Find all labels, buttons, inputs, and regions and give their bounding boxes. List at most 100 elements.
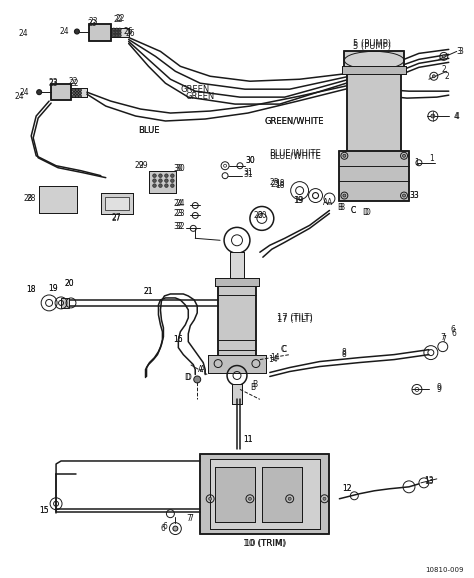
- Bar: [218, 282, 256, 357]
- Text: 14: 14: [270, 353, 280, 362]
- Text: 6: 6: [163, 522, 168, 531]
- Circle shape: [115, 34, 118, 37]
- Text: 6: 6: [450, 325, 455, 334]
- Text: 18: 18: [275, 179, 284, 188]
- Bar: [71, 88, 87, 97]
- Text: B: B: [337, 203, 342, 212]
- Text: A: A: [327, 198, 332, 207]
- Text: D: D: [184, 373, 190, 382]
- Text: 13: 13: [424, 476, 434, 486]
- Bar: [262, 467, 301, 521]
- Bar: [51, 84, 71, 100]
- Text: 19: 19: [48, 283, 58, 292]
- Circle shape: [343, 154, 346, 157]
- Text: C: C: [282, 345, 287, 354]
- Text: 19: 19: [293, 196, 302, 205]
- Text: 18: 18: [27, 286, 36, 295]
- Bar: [345, 51, 404, 69]
- Text: 5 (PUMP): 5 (PUMP): [353, 42, 391, 51]
- Text: GREEN: GREEN: [186, 92, 215, 101]
- Text: 24: 24: [59, 27, 69, 36]
- Text: 23: 23: [88, 17, 98, 26]
- Circle shape: [248, 497, 251, 500]
- Circle shape: [164, 174, 168, 177]
- Text: 9: 9: [437, 383, 441, 392]
- Circle shape: [194, 376, 201, 383]
- Text: BLUE: BLUE: [138, 127, 159, 135]
- Bar: [148, 171, 176, 192]
- Bar: [215, 467, 255, 521]
- Bar: [347, 69, 401, 169]
- Text: 7: 7: [188, 514, 193, 523]
- Circle shape: [75, 88, 78, 92]
- Circle shape: [115, 28, 118, 31]
- Bar: [148, 171, 176, 192]
- Text: B: B: [339, 203, 344, 212]
- Bar: [71, 88, 87, 97]
- Circle shape: [73, 95, 75, 98]
- Bar: [347, 69, 401, 169]
- Text: 2: 2: [445, 72, 449, 81]
- Text: BLUE: BLUE: [138, 127, 159, 135]
- Circle shape: [431, 114, 435, 118]
- Circle shape: [78, 88, 82, 92]
- Bar: [232, 384, 242, 405]
- Text: 9: 9: [437, 385, 441, 394]
- Text: 12: 12: [343, 484, 352, 493]
- Bar: [215, 278, 259, 286]
- Text: 26: 26: [124, 27, 134, 36]
- Text: GREEN/WHITE: GREEN/WHITE: [265, 117, 324, 125]
- Circle shape: [73, 88, 75, 92]
- Bar: [101, 192, 133, 214]
- Text: 21: 21: [144, 287, 153, 297]
- Bar: [111, 28, 128, 38]
- Text: 28: 28: [27, 194, 36, 203]
- Bar: [89, 24, 111, 42]
- Text: 24: 24: [176, 199, 185, 208]
- Text: 8: 8: [342, 350, 347, 359]
- Text: 17 (TILT): 17 (TILT): [277, 316, 312, 324]
- Bar: [200, 454, 329, 533]
- Text: 24: 24: [18, 29, 28, 38]
- Text: 31: 31: [243, 170, 253, 179]
- Circle shape: [402, 194, 405, 197]
- Text: 22: 22: [68, 77, 78, 86]
- Text: 20: 20: [64, 279, 74, 287]
- Text: 18: 18: [275, 181, 284, 190]
- Circle shape: [153, 184, 156, 187]
- Text: 30: 30: [245, 156, 255, 165]
- Text: A: A: [323, 198, 328, 207]
- Circle shape: [159, 179, 162, 183]
- Text: 15: 15: [39, 506, 49, 515]
- Text: 22: 22: [69, 79, 79, 88]
- Bar: [61, 298, 69, 308]
- Text: 23: 23: [87, 19, 97, 28]
- Text: 17 (TILT): 17 (TILT): [277, 313, 312, 323]
- Text: 4: 4: [453, 112, 458, 121]
- Text: 10810-009: 10810-009: [425, 568, 464, 573]
- Text: 33: 33: [409, 191, 419, 200]
- Text: 20: 20: [253, 211, 263, 220]
- Text: 22: 22: [116, 14, 126, 23]
- Circle shape: [75, 92, 78, 95]
- Text: 30: 30: [245, 156, 255, 165]
- Text: 10 (TRIM): 10 (TRIM): [245, 539, 285, 548]
- Text: 23: 23: [173, 209, 183, 218]
- Bar: [345, 51, 404, 69]
- Text: 33: 33: [409, 191, 419, 200]
- Text: 32: 32: [176, 222, 185, 231]
- Bar: [230, 252, 244, 282]
- Text: 20: 20: [64, 279, 74, 287]
- Text: 3: 3: [456, 47, 461, 56]
- Text: D: D: [365, 208, 370, 217]
- Bar: [200, 454, 329, 533]
- Text: 10 (TRIM): 10 (TRIM): [243, 539, 286, 548]
- Text: 28: 28: [24, 194, 33, 203]
- Circle shape: [78, 95, 82, 98]
- Text: 2: 2: [441, 65, 446, 74]
- Text: 6: 6: [161, 524, 166, 533]
- Bar: [215, 467, 255, 521]
- Bar: [39, 186, 77, 213]
- Text: 20: 20: [257, 211, 267, 220]
- Text: 29: 29: [135, 161, 145, 171]
